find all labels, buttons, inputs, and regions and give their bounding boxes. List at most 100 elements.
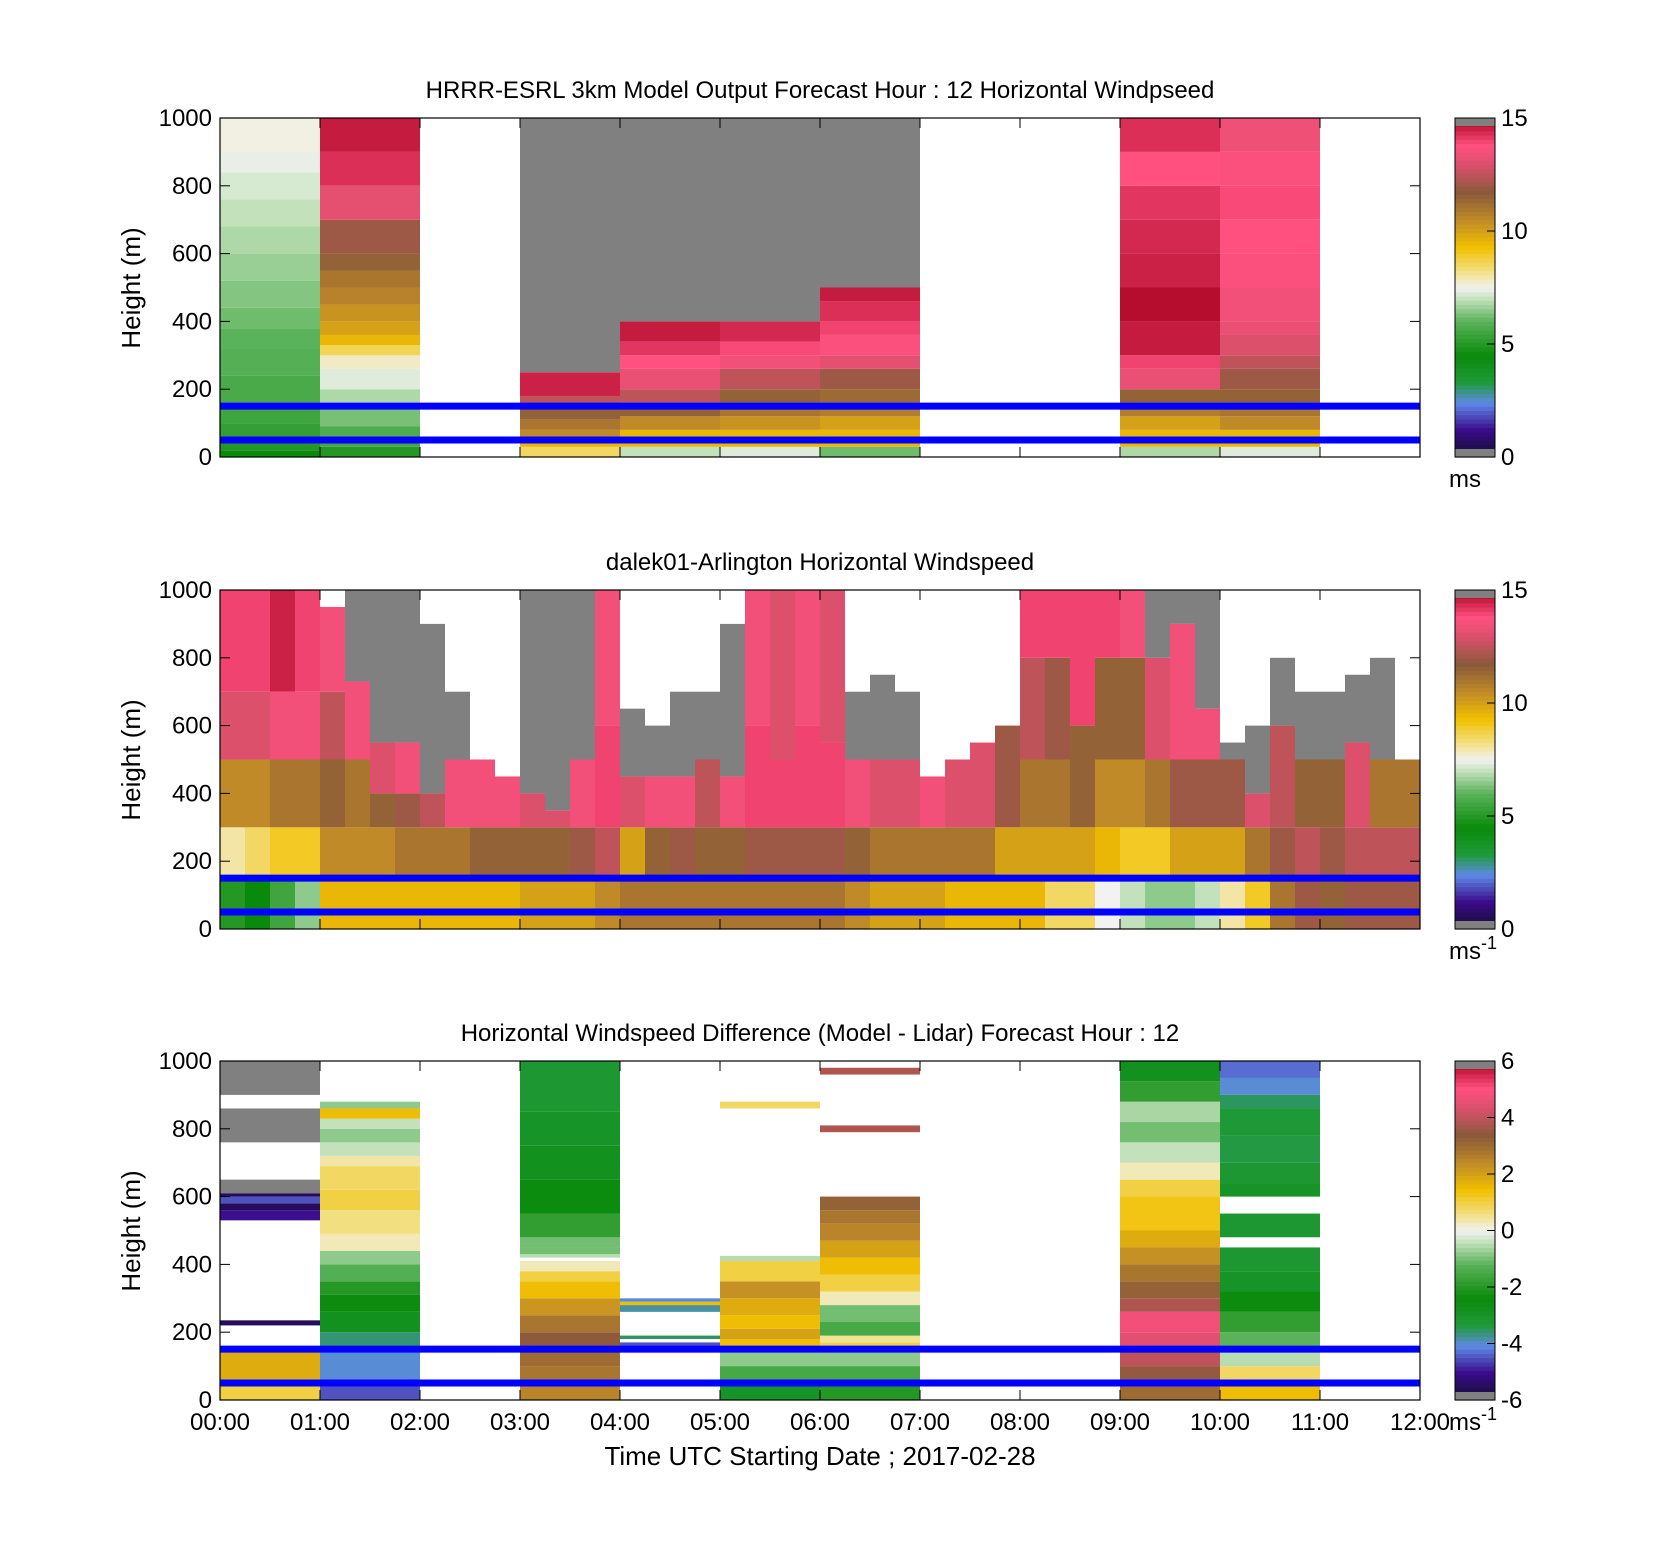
colorbar-swatch [1455,1166,1495,1172]
heatmap-cell [320,1233,420,1251]
heatmap-cell [1270,725,1295,828]
heatmap-cell [520,446,620,457]
heatmap-cell [820,1383,920,1400]
colorbar-swatch [1455,1154,1495,1160]
heatmap-cell [1220,1162,1320,1184]
heatmap-cell [220,827,245,879]
x-tick-label: 00:00 [190,1409,250,1436]
heatmap-cell [520,590,545,794]
x-tick-label: 09:00 [1090,1409,1150,1436]
colorbar-swatch [1455,907,1495,913]
heatmap-cell [645,776,670,828]
heatmap-cell [320,118,420,152]
heatmap-cell [520,1237,620,1248]
colorbar-swatch [1455,380,1495,386]
heatmap-cell [220,878,245,929]
heatmap-cell [820,321,920,335]
colorbar-swatch [1455,143,1495,149]
heatmap-cell [320,321,420,335]
colorbar-swatch [1455,1340,1495,1346]
heatmap-cell [1045,590,1070,658]
heatmap-cell [1220,1271,1320,1292]
heatmap-cell [295,590,320,692]
colorbar-tick-label: 15 [1501,105,1528,132]
heatmap-cell [595,590,620,726]
heatmap-cell [1220,1135,1320,1163]
heatmap-cell [1220,1383,1320,1400]
heatmap-cell [520,429,620,441]
colorbar-swatch [1455,1302,1495,1308]
colorbar-swatch [1455,1158,1495,1164]
colorbar-swatch [1455,666,1495,672]
heatmap-cell [1220,1077,1320,1095]
colorbar-swatch [1455,279,1495,284]
colorbar-swatch [1455,670,1495,676]
heatmap-cell [720,118,820,322]
heatmap-cell [620,368,720,390]
colorbar-swatch [1455,245,1495,250]
colorbar-swatch [1455,903,1495,909]
colorbar-swatch [1455,725,1495,731]
heatmap-cell [795,590,820,726]
colorbar-swatch [1455,1336,1495,1342]
colorbar-swatch [1455,1188,1495,1193]
heatmap-cell [570,590,595,760]
colorbar-swatch [1455,1349,1495,1354]
heatmap-cell [545,810,570,828]
x-tick-label: 05:00 [690,1409,750,1436]
colorbar-swatch [1455,916,1495,922]
colorbar-swatch [1455,1243,1495,1249]
colorbar-swatch [1455,751,1495,756]
heatmap-cell [245,759,270,828]
colorbar-swatch [1455,126,1495,132]
y-tick-label: 0 [199,1387,212,1414]
heatmap-cell [220,253,320,281]
heatmap-cell [845,878,870,929]
colorbar-swatch [1455,1090,1495,1096]
heatmap-cell [645,878,670,929]
heatmap-cell [320,334,420,346]
heatmap-cell [1095,590,1120,658]
colorbar-swatch [1455,1332,1495,1338]
colorbar-swatch [1455,202,1495,208]
heatmap-cell [620,878,645,929]
heatmap-cell [345,827,370,879]
heatmap-cell [1120,1383,1220,1400]
heatmap-cell [795,725,820,828]
heatmap-cell [1295,827,1320,879]
heatmap-cell [795,878,820,929]
heatmap-cell [1045,878,1070,929]
colorbar-swatch [1455,1141,1495,1147]
heatmap-cell [520,1247,620,1255]
colorbar-swatch [1455,228,1495,234]
colorbar-swatch [1455,1353,1495,1359]
x-tick-label: 07:00 [890,1409,950,1436]
y-tick-label: 600 [172,713,212,740]
heatmap-cell [1145,759,1170,828]
colorbar-swatch [1455,1069,1495,1075]
heatmap-cell [320,759,345,828]
colorbar-swatch [1455,1103,1495,1109]
heatmap-cell [620,708,645,777]
x-tick-label: 01:00 [290,1409,350,1436]
heatmap-cell [1370,657,1395,760]
colorbar-swatch [1455,1217,1495,1223]
colorbar-swatch [1455,384,1495,390]
heatmap-cell [645,827,670,879]
heatmap-cell [1120,1349,1220,1367]
colorbar-swatch [1455,886,1495,892]
colorbar-swatch [1455,640,1495,646]
heatmap-cell [595,827,620,879]
heatmap-cell [520,395,620,407]
y-axis-label: Height (m) [116,1170,146,1291]
heatmap-cell [320,1264,420,1282]
heatmap-cell [820,446,920,457]
heatmap-cell [995,878,1020,929]
colorbar-swatch [1455,1366,1495,1371]
colorbar-swatch [1455,359,1495,365]
colorbar-swatch [1455,602,1495,608]
heatmap-cell [620,1335,720,1339]
heatmap-cell [1220,742,1245,760]
heatmap-cell [1220,1349,1320,1367]
colorbar-swatch [1455,1175,1495,1181]
